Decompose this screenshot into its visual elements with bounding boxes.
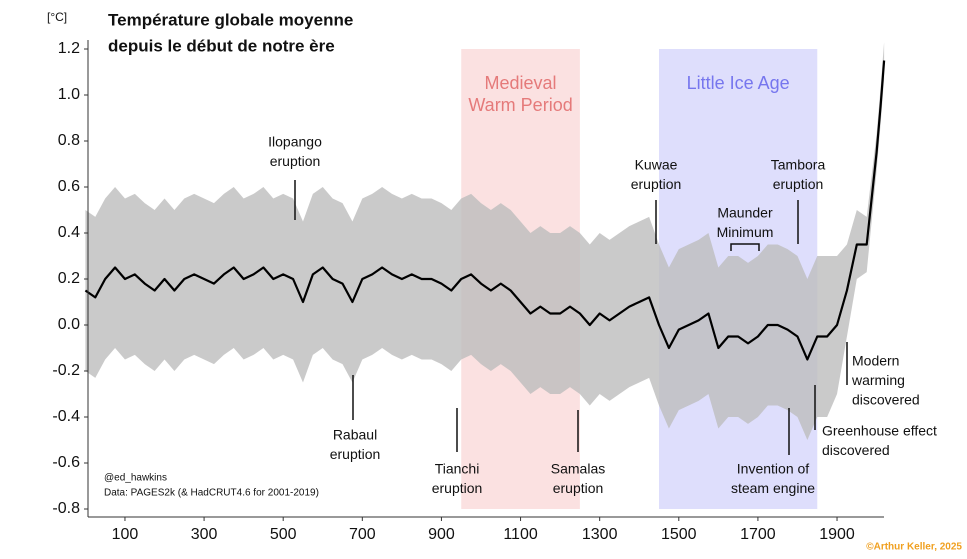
x-tick-label: 500 bbox=[270, 526, 297, 543]
annotation: eruption bbox=[773, 176, 824, 192]
annotation: Maunder bbox=[717, 205, 773, 221]
y-tick-label: 0.6 bbox=[58, 178, 80, 195]
y-tick-label: 0.2 bbox=[58, 270, 80, 287]
y-tick-label: 0.4 bbox=[58, 224, 80, 241]
y-tick-label: 0.0 bbox=[58, 316, 80, 333]
annotation: Samalas bbox=[551, 461, 605, 477]
annotation: Minimum bbox=[717, 224, 774, 240]
temperature-line bbox=[84, 60, 886, 361]
annotation: Kuwae bbox=[635, 157, 678, 173]
annotation: eruption bbox=[631, 176, 682, 192]
chart-title: Température globale moyenne bbox=[108, 10, 353, 29]
annotation: steam engine bbox=[731, 480, 815, 496]
annotation: Tambora bbox=[771, 157, 826, 173]
credit: Data: PAGES2k (& HadCRUT4.6 for 2001-201… bbox=[104, 488, 319, 499]
y-tick-label: -0.8 bbox=[52, 500, 80, 517]
x-tick-label: 1100 bbox=[503, 526, 538, 543]
annotation: discovered bbox=[822, 442, 890, 458]
annotation: eruption bbox=[553, 480, 604, 496]
x-tick-label: 1300 bbox=[582, 526, 618, 543]
annotation-bracket bbox=[730, 243, 760, 251]
annotation: Modern bbox=[852, 353, 899, 369]
annotation: eruption bbox=[330, 446, 381, 462]
x-tick-label: 300 bbox=[191, 526, 218, 543]
annotation: Tianchi bbox=[435, 461, 480, 477]
y-tick-label: -0.2 bbox=[52, 362, 80, 379]
x-tick-label: 1900 bbox=[819, 526, 855, 543]
y-tick-label: 1.0 bbox=[58, 86, 80, 103]
period-label: Little Ice Age bbox=[687, 73, 790, 93]
y-tick-label: 0.8 bbox=[58, 132, 80, 149]
annotation: eruption bbox=[432, 480, 483, 496]
y-tick-label: -0.4 bbox=[52, 408, 80, 425]
period-label: Warm Period bbox=[468, 95, 572, 115]
x-tick-label: 1700 bbox=[740, 526, 776, 543]
x-tick-label: 900 bbox=[428, 526, 455, 543]
annotation: Rabaul bbox=[333, 427, 377, 443]
annotation: warming bbox=[851, 372, 905, 388]
x-tick-label: 1500 bbox=[661, 526, 697, 543]
chart-title: depuis le début de notre ère bbox=[108, 36, 335, 55]
copyright: ©Arthur Keller, 2025 bbox=[866, 542, 962, 553]
annotation: discovered bbox=[852, 392, 920, 408]
y-tick-label: 1.2 bbox=[58, 40, 80, 57]
x-tick-label: 700 bbox=[349, 526, 376, 543]
annotation: eruption bbox=[270, 153, 321, 169]
annotation: Ilopango bbox=[268, 134, 322, 150]
annotation: Greenhouse effect bbox=[822, 423, 937, 439]
x-tick-label: 100 bbox=[112, 526, 139, 543]
period-label: Medieval bbox=[485, 73, 557, 93]
annotation: Invention of bbox=[737, 461, 809, 477]
uncertainty-band bbox=[85, 42, 885, 440]
y-unit: [°C] bbox=[47, 10, 67, 24]
y-tick-label: -0.6 bbox=[52, 454, 80, 471]
credit: @ed_hawkins bbox=[104, 473, 167, 484]
